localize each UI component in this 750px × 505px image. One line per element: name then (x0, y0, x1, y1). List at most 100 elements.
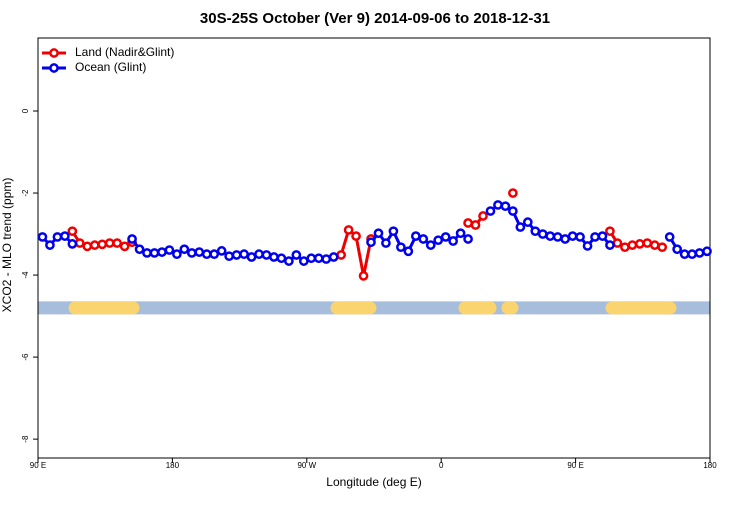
data-point (276, 253, 287, 264)
data-point (388, 226, 399, 237)
data-point (172, 249, 182, 260)
x-tick-label: 180 (703, 461, 717, 470)
data-point (37, 232, 48, 242)
data-point (440, 232, 451, 242)
data-point (552, 232, 563, 242)
data-point (52, 232, 63, 242)
data-point (508, 206, 518, 216)
data-point (605, 226, 615, 237)
data-point (657, 242, 668, 253)
data-point (410, 231, 421, 241)
series-line (71, 215, 663, 277)
data-point (104, 238, 115, 248)
data-point (313, 253, 324, 264)
legend-marker (49, 48, 59, 58)
data-point (254, 249, 264, 260)
data-point (396, 242, 406, 253)
data-point (216, 246, 227, 256)
data-point (687, 249, 697, 260)
x-tick-label: 90 E (567, 461, 583, 470)
legend-label: Ocean (Glint) (75, 60, 146, 74)
data-point (336, 250, 346, 260)
data-point (373, 228, 384, 239)
data-point (620, 242, 630, 253)
y-tick-label: -8 (21, 435, 30, 443)
data-point (478, 211, 488, 221)
data-point (149, 248, 160, 258)
data-point (67, 226, 78, 237)
data-point (470, 220, 481, 230)
data-point (433, 235, 444, 246)
data-point (67, 239, 78, 249)
data-point (381, 238, 391, 248)
data-point (97, 239, 108, 250)
data-point (224, 251, 234, 262)
data-point (231, 250, 242, 260)
data-point (321, 254, 332, 264)
data-point (261, 250, 272, 260)
data-point (343, 225, 354, 235)
y-axis-label: XCO2 - MLO trend (ppm) (0, 178, 14, 313)
data-point (537, 229, 548, 239)
legend-label: Land (Nadir&Glint) (75, 45, 174, 59)
data-point (582, 241, 593, 251)
data-point (186, 248, 197, 258)
data-point (418, 234, 429, 244)
data-point (291, 250, 302, 260)
data-point (366, 237, 376, 248)
data-point (403, 246, 414, 257)
data-point (201, 249, 212, 260)
data-point (612, 238, 623, 248)
y-tick-label: -6 (21, 353, 30, 361)
data-point (142, 248, 152, 258)
data-point (127, 234, 137, 244)
x-tick-label: 90 W (297, 461, 316, 470)
chart-title: 30S-25S October (Ver 9) 2014-09-06 to 20… (200, 10, 550, 27)
x-tick-label: 90 E (30, 461, 46, 470)
data-point (306, 253, 317, 264)
data-point (463, 218, 473, 228)
data-point (702, 246, 712, 257)
data-point (74, 238, 85, 248)
data-point (269, 252, 279, 262)
data-point (463, 234, 473, 244)
data-point (455, 228, 466, 239)
data-point (298, 256, 309, 266)
data-point (672, 244, 682, 255)
data-point (634, 239, 645, 249)
y-tick-label: 0 (21, 108, 30, 113)
data-point (605, 240, 615, 250)
data-point (560, 234, 570, 244)
data-point (694, 248, 705, 258)
data-point (567, 231, 578, 241)
y-tick-label: -4 (21, 271, 30, 279)
data-point (134, 244, 145, 255)
data-point (679, 249, 690, 260)
data-point (119, 241, 130, 252)
data-point (351, 231, 361, 241)
y-tick-label: -2 (21, 189, 30, 197)
legend-marker (49, 63, 59, 73)
data-point (246, 252, 257, 262)
data-point (522, 217, 533, 228)
data-point (597, 231, 608, 241)
data-point (239, 249, 249, 260)
data-point (515, 222, 526, 232)
data-point (60, 231, 70, 241)
data-point (493, 200, 503, 210)
data-point (194, 247, 205, 257)
data-point (82, 241, 93, 252)
data-point (358, 271, 369, 281)
data-point (112, 238, 122, 248)
data-point (157, 247, 167, 257)
data-point (164, 245, 175, 255)
data-point (209, 249, 220, 260)
data-point (328, 252, 339, 262)
x-tick-label: 180 (166, 461, 180, 470)
data-point (485, 206, 496, 216)
x-axis-label: Longitude (deg E) (326, 475, 421, 489)
x-tick-label: 0 (439, 461, 444, 470)
data-point (284, 256, 294, 266)
data-point (89, 240, 100, 250)
